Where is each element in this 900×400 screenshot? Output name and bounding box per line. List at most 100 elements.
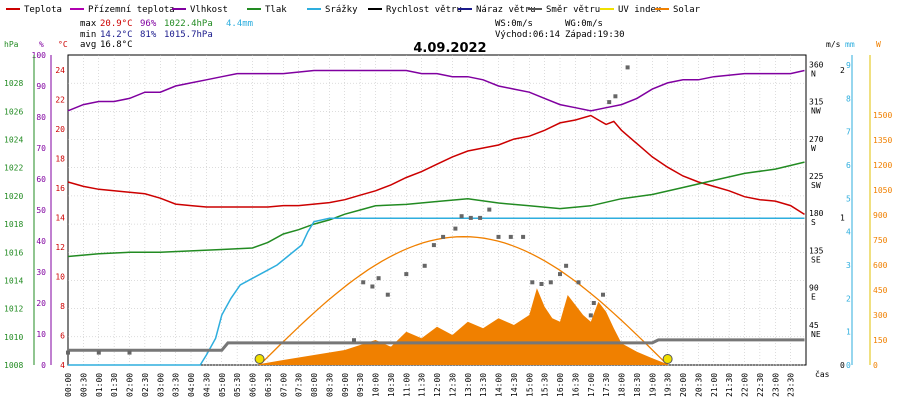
tick-time: 00:00 [64,373,73,397]
stat-max-press: 1022.4hPa [164,19,213,29]
tick-ms: 2 [840,66,845,75]
wind-direction-point [422,263,427,268]
stats-panel: max 20.9°C 96% 1022.4hPa 4.4mm min 14.2°… [80,19,625,50]
tick-time: 08:00 [310,373,319,397]
axes: hPa% °C1008101010121014101610181020102210… [4,40,892,397]
tick-w: 1500 [873,111,892,120]
tick-temp: 4 [60,361,65,370]
tick-time: 07:00 [279,373,288,397]
axis-title-hpa: hPa [4,40,19,49]
wind-direction-point [625,65,630,70]
tick-ms: 1 [840,213,845,222]
tick-dir-compass: E [811,293,816,302]
chart-title: 4.09.2022 [413,41,486,56]
tick-temp: 12 [55,243,65,252]
tick-time: 14:00 [495,373,504,397]
tick-mm: 5 [846,194,851,203]
tick-time: 17:30 [602,373,611,397]
series-line-sr-ky [68,217,805,366]
wind-direction-point [478,215,483,220]
tick-w: 1350 [873,136,892,145]
tick-pct: 60 [36,175,46,184]
tick-w: 0 [873,361,878,370]
legend-label: Náraz větru [476,5,536,15]
tick-temp: 24 [55,66,65,75]
tick-time: 06:00 [249,373,258,397]
tick-dir-compass: N [811,69,816,78]
wind-direction-point [558,272,562,277]
wind-direction-point [453,226,458,231]
solar-fill [258,288,668,365]
tick-time: 03:30 [172,373,181,397]
tick-time: 21:30 [725,373,734,397]
tick-time: 10:00 [372,373,381,397]
wind-direction-point [521,234,526,239]
stat-wind-gust: WG:0m/s [565,19,603,29]
tick-mm: 3 [846,261,851,270]
tick-dir-value: 135 [809,246,824,255]
solar-area [258,236,669,366]
tick-w: 1050 [873,186,892,195]
tick-temp: 22 [55,95,65,104]
legend-label: Rychlost větru [386,5,462,15]
wind-direction-points [66,65,630,355]
tick-w: 450 [873,286,888,295]
legend-label: Teplota [24,5,62,15]
tick-time: 18:00 [618,373,627,397]
tick-time: 13:00 [464,373,473,397]
wind-direction-point [487,207,492,212]
tick-time: 06:30 [264,373,273,397]
tick-mm: 2 [846,294,851,303]
wind-direction-point [564,263,569,268]
wind-direction-point [548,280,553,285]
wind-direction-point [385,292,390,297]
tick-dir-value: 45 [809,321,819,330]
tick-dir-compass: NE [811,330,821,339]
series-lines [67,69,805,366]
tick-time: 19:30 [664,373,673,397]
tick-time: 16:00 [556,373,565,397]
tick-hpa: 1016 [4,248,23,257]
stat-min-label: min [80,30,96,40]
tick-pct: 40 [36,237,46,246]
tick-dir-compass: W [811,144,816,153]
tick-dir-value: 180 [809,209,824,218]
tick-w: 900 [873,211,888,220]
stat-wind-speed: WS:0m/s [495,19,533,29]
tick-time: 10:30 [387,373,396,397]
tick-pct: 50 [36,206,46,215]
tick-time: 08:30 [325,373,334,397]
stat-sunrise: Východ:06:14 [495,30,560,40]
wind-direction-point [508,234,513,239]
tick-time: 22:00 [741,373,750,397]
wind-direction-point [530,280,535,285]
wind-direction-point [127,350,132,355]
tick-time: 09:00 [341,373,350,397]
sun-markers [254,354,673,364]
tick-temp: 20 [55,125,65,134]
wind-direction-point [361,280,366,285]
tick-time: 05:00 [218,373,227,397]
tick-hpa: 1012 [4,305,23,314]
tick-w: 300 [873,311,888,320]
tick-dir-value: 225 [809,172,824,181]
stat-min-press: 1015.7hPa [164,30,213,40]
legend-label: Solar [673,5,701,15]
wind-direction-point [607,100,612,105]
tick-time: 09:30 [356,373,365,397]
tick-pct: 20 [36,299,46,308]
tick-hpa: 1028 [4,79,23,88]
stat-max-label: max [80,19,97,29]
tick-hpa: 1010 [4,333,23,342]
axis-title-temp: °C [58,40,68,49]
tick-mm: 6 [846,161,851,170]
tick-temp: 16 [55,184,65,193]
wind-direction-point [613,94,618,99]
tick-time: 23:30 [787,373,796,397]
tick-time: 02:30 [141,373,150,397]
wind-direction-point [376,276,381,281]
solar-theory-line [259,236,669,366]
wind-direction-point [468,215,473,220]
tick-dir-compass: S [811,218,816,227]
axis-title-pct: % [39,40,44,49]
